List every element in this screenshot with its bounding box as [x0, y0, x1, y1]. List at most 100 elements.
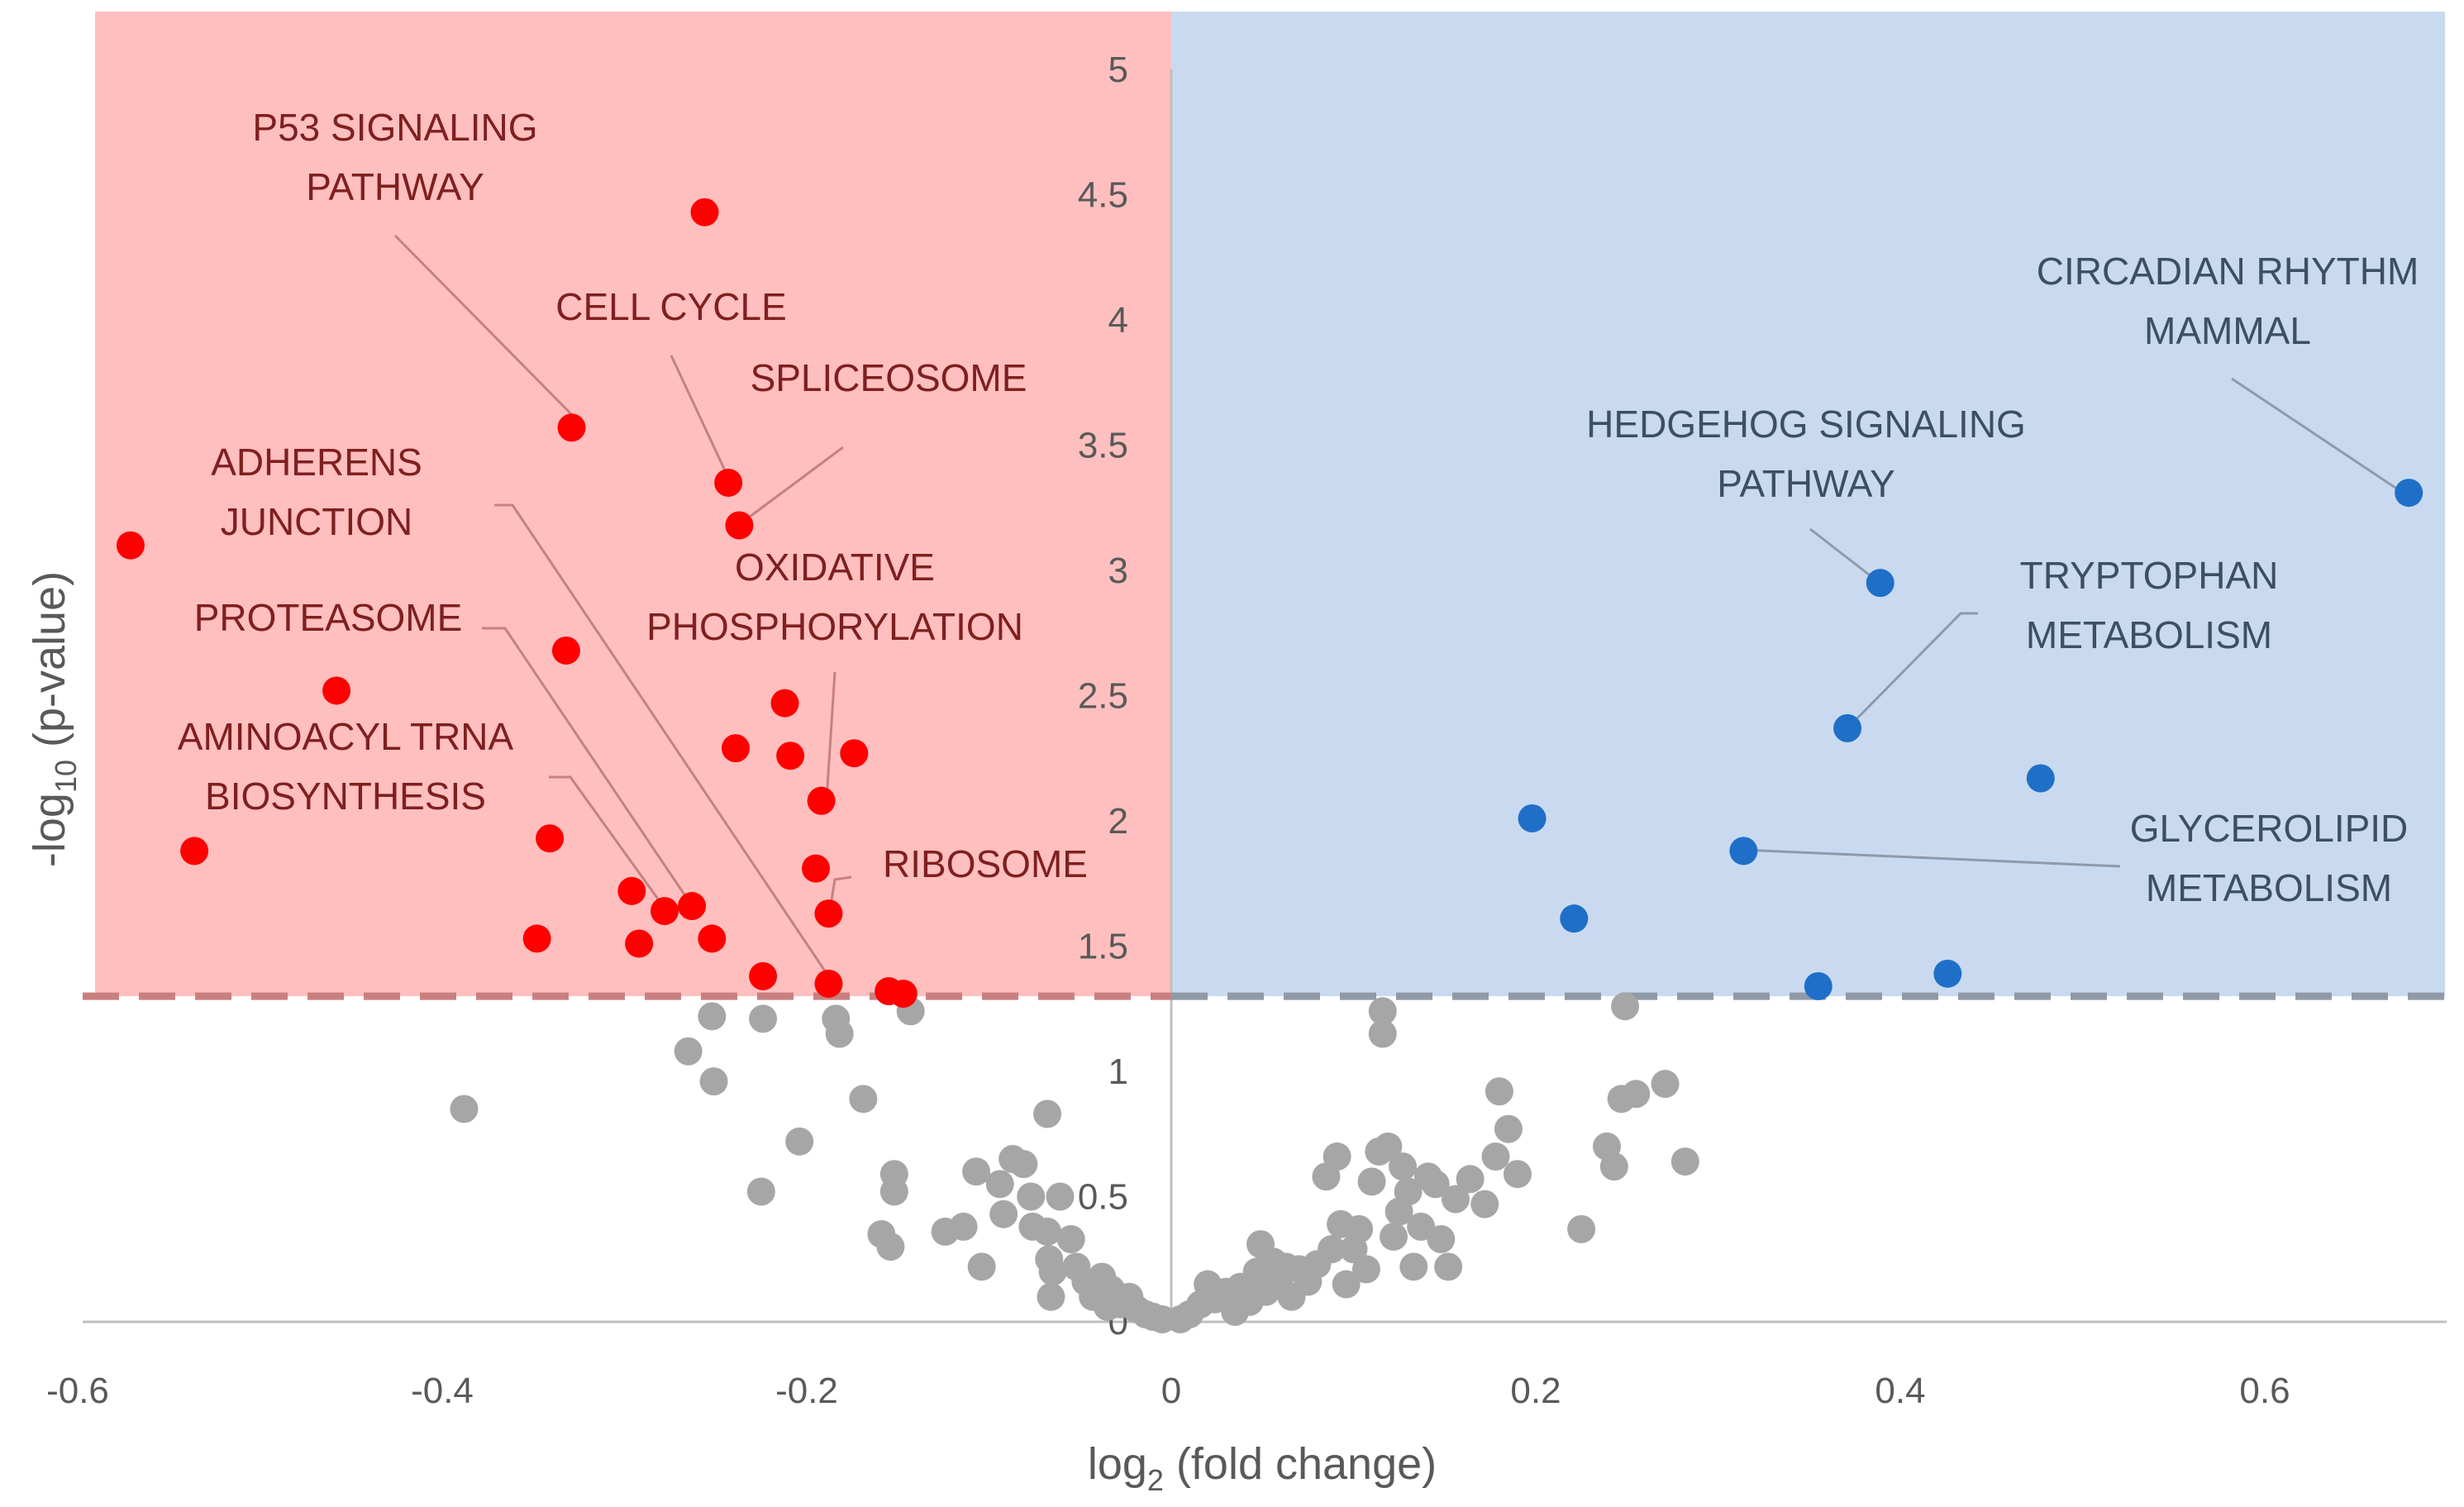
annotation-label: AMINOACYL TRNA BIOSYNTHESIS	[178, 715, 514, 818]
down-point	[725, 511, 754, 540]
down-point	[522, 924, 551, 953]
annotation-leader	[1742, 848, 2121, 868]
ns-point	[699, 1067, 728, 1096]
annotation-label: CELL CYCLE	[555, 285, 787, 328]
annotation-label: P53 SIGNALING PATHWAY	[252, 106, 537, 208]
x-tick-label: -0.4	[411, 1371, 474, 1411]
annotation-label: ADHERENS JUNCTION	[211, 441, 422, 543]
up-point	[1833, 713, 1862, 742]
ns-point	[1323, 1142, 1351, 1171]
x-tick-label: -0.2	[775, 1371, 838, 1411]
ns-point	[1611, 992, 1640, 1021]
annotation-label-line: ADHERENS	[211, 441, 422, 484]
y-tick-labels: 00.511.522.533.544.55	[1078, 50, 1128, 1342]
annotation-label-line: BIOSYNTHESIS	[205, 775, 486, 818]
y-tick-label: 4.5	[1078, 175, 1128, 216]
down-point	[698, 924, 727, 953]
annotation-leader	[670, 355, 732, 484]
ns-point	[1033, 1099, 1062, 1128]
annotation-label-line: PATHWAY	[306, 165, 484, 208]
annotation-label-line: AMINOACYL TRNA	[178, 715, 514, 758]
ns-point	[1427, 1225, 1456, 1254]
annotation-label-line: TRYPTOPHAN	[2020, 554, 2279, 597]
ns-point	[1332, 1270, 1361, 1299]
up-point	[2395, 479, 2423, 508]
ns-point	[989, 1199, 1018, 1228]
x-axis-title-subscript: 2	[1147, 1463, 1164, 1497]
annotation-leader	[482, 627, 694, 908]
data-points	[116, 198, 2423, 1333]
ns-point	[1318, 1235, 1346, 1264]
ns-point	[1622, 1080, 1651, 1109]
up-point	[1933, 959, 1962, 988]
annotation-label-line: SPLICEOSOME	[751, 356, 1027, 399]
ns-point	[1407, 1212, 1436, 1241]
y-axis-title-subscript: 10	[49, 760, 83, 793]
up-point	[1804, 971, 1833, 1000]
annotation-label-line: OXIDATIVE	[735, 546, 935, 589]
down-point	[678, 892, 707, 921]
down-point	[551, 636, 580, 665]
ns-point	[746, 1177, 775, 1206]
down-point	[749, 961, 778, 990]
up-point	[1560, 904, 1589, 933]
y-tick-label: 0.5	[1078, 1177, 1128, 1218]
down-point	[116, 531, 145, 560]
ns-point	[1351, 1255, 1380, 1284]
ns-point	[1434, 1252, 1463, 1281]
up-region	[1171, 12, 2445, 997]
annotation-leader	[1809, 527, 1877, 582]
down-point	[625, 929, 654, 958]
x-tick-label: 0	[1161, 1371, 1181, 1411]
annotation-label-line: METABOLISM	[2146, 866, 2392, 909]
y-axis-title-base: -log	[25, 793, 74, 867]
ns-point	[1368, 997, 1397, 1026]
x-axis-title-base: log	[1088, 1439, 1147, 1489]
ns-point	[1380, 1222, 1408, 1251]
annotation-label-line: JUNCTION	[221, 500, 413, 543]
annotation-leader	[549, 775, 667, 910]
annotation-label: SPLICEOSOME	[751, 356, 1027, 399]
y-tick-label: 1	[1108, 1052, 1128, 1092]
annotation-leader	[2231, 377, 2406, 496]
ns-point	[1441, 1185, 1470, 1214]
down-point	[651, 897, 679, 926]
annotation-leader	[393, 234, 582, 425]
ns-point	[849, 1085, 878, 1114]
ns-point	[1470, 1190, 1499, 1218]
ns-point	[1670, 1147, 1699, 1176]
ns-point	[1503, 1160, 1532, 1189]
annotation-label: TRYPTOPHAN METABOLISM	[2020, 554, 2279, 656]
down-point	[889, 980, 917, 1009]
annotation-label-line: METABOLISM	[2026, 613, 2272, 656]
ns-point	[1651, 1070, 1680, 1099]
y-tick-label: 3.5	[1078, 426, 1128, 466]
ns-point	[1368, 1019, 1397, 1048]
ns-point	[879, 1177, 908, 1206]
annotation-label-line: HEDGEHOG SIGNALING	[1586, 403, 2026, 446]
down-point	[322, 676, 351, 705]
ns-point	[1481, 1142, 1510, 1171]
annotation-label-line: RIBOSOME	[883, 842, 1088, 885]
down-point	[802, 854, 831, 883]
annotation-label: GLYCEROLIPID METABOLISM	[2130, 807, 2409, 909]
ns-point	[1399, 1252, 1428, 1281]
down-point	[776, 742, 805, 770]
annotation-label-line: PROTEASOME	[194, 596, 463, 639]
down-point	[722, 734, 751, 763]
down-point	[557, 413, 586, 442]
ns-point	[1345, 1214, 1374, 1243]
ns-point	[674, 1037, 703, 1066]
ns-point	[1017, 1182, 1046, 1211]
x-tick-label: -0.6	[46, 1371, 109, 1411]
down-point	[617, 876, 646, 905]
annotation-label-line: PATHWAY	[1717, 462, 1895, 505]
ns-point	[1374, 1132, 1403, 1161]
down-point	[814, 969, 843, 998]
ns-point	[962, 1157, 991, 1186]
ns-point	[1093, 1292, 1122, 1321]
y-tick-label: 1.5	[1078, 927, 1128, 967]
ns-point	[1494, 1114, 1523, 1143]
x-axis-title: log2 (fold change)	[1088, 1439, 1437, 1497]
